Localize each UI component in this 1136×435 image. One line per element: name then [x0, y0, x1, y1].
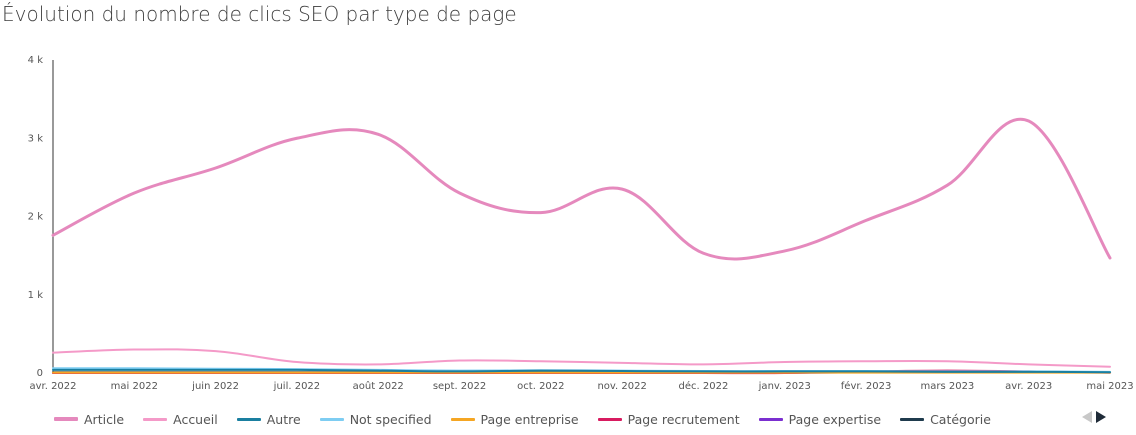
- legend-label: Catégorie: [930, 411, 991, 427]
- legend: Article Accueil Autre Not specified Page ent…: [54, 410, 1010, 428]
- y-tick-label-2: 2 k: [28, 212, 44, 223]
- legend-label: Article: [84, 411, 125, 427]
- legend-label: Accueil: [173, 411, 218, 427]
- legend-item-page-expertise[interactable]: Page expertise: [758, 411, 882, 427]
- y-tick-label-1: 1 k: [28, 290, 44, 301]
- legend-label: Page expertise: [788, 411, 882, 427]
- x-tick-label-8: déc. 2022: [679, 380, 729, 392]
- legend-label: Page recrutement: [627, 411, 740, 427]
- legend-item-article[interactable]: Article: [54, 412, 124, 427]
- legend-swatch: [54, 417, 78, 421]
- x-tick-label-12: avr. 2023: [1005, 381, 1052, 392]
- y-tick-label-0: 0: [37, 368, 43, 379]
- legend-pager: [1082, 411, 1106, 423]
- series-line-autre: [52, 368, 1111, 374]
- x-tick-label-0: avr. 2022: [29, 381, 76, 392]
- legend-item-not-specified[interactable]: Not specified: [319, 411, 432, 427]
- legend-swatch: [143, 417, 168, 421]
- legend-swatch: [319, 417, 344, 421]
- legend-item-categorie[interactable]: Catégorie: [900, 412, 991, 427]
- arrow-left-icon[interactable]: [1082, 411, 1092, 423]
- x-tick-label-13: mai 2023: [1086, 381, 1133, 392]
- legend-item-autre[interactable]: Autre: [236, 411, 301, 427]
- x-tick-label-2: juin 2022: [191, 381, 239, 392]
- series-line-accueil: [52, 348, 1111, 368]
- legend-item-accueil[interactable]: Accueil: [143, 412, 218, 427]
- x-tick-label-3: juil. 2022: [273, 381, 320, 392]
- x-tick-label-7: nov. 2022: [597, 381, 646, 392]
- legend-swatch: [450, 417, 475, 421]
- legend-label: Page entreprise: [480, 411, 579, 427]
- x-tick-label-9: janv. 2023: [758, 381, 811, 392]
- arrow-right-icon[interactable]: [1096, 411, 1106, 423]
- legend-swatch: [597, 417, 622, 421]
- legend-swatch: [758, 417, 783, 421]
- legend-label: Not specified: [349, 411, 432, 427]
- y-tick-label-3: 3 k: [28, 133, 44, 144]
- x-tick-label-4: août 2022: [353, 380, 404, 392]
- x-tick-label-6: oct. 2022: [517, 381, 564, 392]
- x-tick-label-11: mars 2023: [920, 381, 974, 392]
- legend-swatch: [236, 417, 261, 421]
- x-tick-label-10: févr. 2023: [841, 380, 892, 392]
- y-tick-label-4: 4 k: [28, 55, 44, 66]
- x-tick-label-5: sept. 2022: [433, 381, 486, 392]
- legend-item-page-entreprise[interactable]: Page entreprise: [450, 411, 579, 427]
- x-tick-label-1: mai 2022: [111, 381, 158, 392]
- legend-item-page-recrutement[interactable]: Page recrutement: [597, 411, 740, 427]
- series-line-article: [51, 117, 1112, 261]
- line-chart: 0 1 k 2 k 3 k 4 k avr. 2022 mai 2022 juin 2022 j…: [28, 55, 1134, 392]
- legend-label: Autre: [266, 411, 301, 427]
- chart-title: Évolution du nombre de clics SEO par typ…: [2, 2, 517, 26]
- legend-swatch: [900, 417, 925, 421]
